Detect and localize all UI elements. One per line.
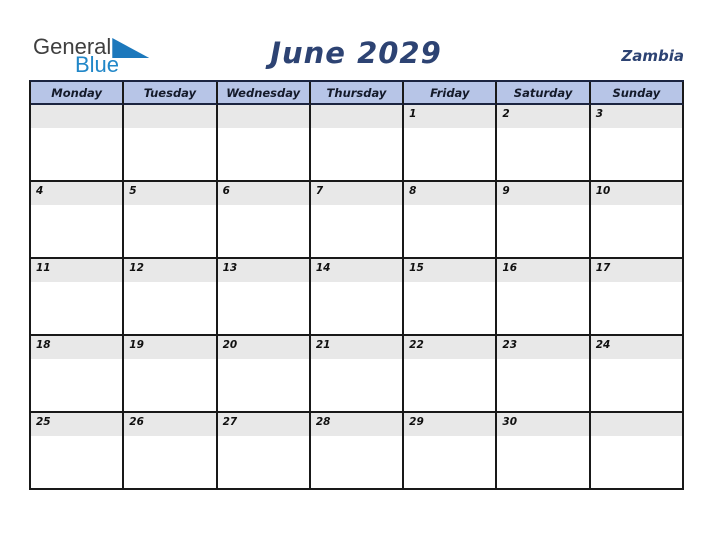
calendar-cell: 28	[310, 413, 405, 490]
calendar-cell: 7	[310, 182, 405, 259]
calendar-cell: 13	[217, 259, 311, 336]
day-header-saturday: Saturday	[497, 82, 591, 105]
date-number: 30	[497, 413, 589, 436]
date-number: 17	[590, 259, 682, 282]
calendar-cell: 18	[31, 336, 125, 413]
date-number: 16	[497, 259, 589, 282]
calendar-cell: 5	[124, 182, 218, 259]
day-header-sunday: Sunday	[590, 82, 684, 105]
calendar-cell: 4	[31, 182, 125, 259]
calendar-cell: 10	[590, 182, 684, 259]
calendar-cell	[124, 105, 218, 182]
date-number: 9	[497, 182, 589, 205]
date-number: 4	[31, 182, 123, 205]
logo-top-row: General	[33, 34, 150, 59]
day-header-friday: Friday	[404, 82, 498, 105]
date-number	[31, 105, 123, 128]
day-header-tuesday: Tuesday	[124, 82, 218, 105]
date-number	[590, 413, 682, 436]
calendar-cell: 6	[217, 182, 311, 259]
calendar-month-title: June 2029	[270, 36, 442, 70]
date-number: 22	[404, 336, 496, 359]
date-number	[124, 105, 216, 128]
logo-text-general: General	[33, 34, 112, 59]
date-number: 19	[124, 336, 216, 359]
date-number: 2	[497, 105, 589, 128]
date-number: 23	[497, 336, 589, 359]
calendar-cell: 26	[124, 413, 218, 490]
calendar-cell: 27	[217, 413, 311, 490]
date-number: 13	[217, 259, 309, 282]
date-number: 20	[217, 336, 309, 359]
date-number: 5	[124, 182, 216, 205]
calendar-cell: 3	[590, 105, 684, 182]
day-header-wednesday: Wednesday	[217, 82, 311, 105]
calendar-cell: 19	[124, 336, 218, 413]
date-number: 27	[217, 413, 309, 436]
calendar-cell	[31, 105, 125, 182]
date-number: 26	[124, 413, 216, 436]
date-number: 3	[590, 105, 682, 128]
date-number: 12	[124, 259, 216, 282]
date-number: 15	[404, 259, 496, 282]
date-number: 8	[404, 182, 496, 205]
date-number: 29	[404, 413, 496, 436]
date-number: 11	[31, 259, 123, 282]
calendar-cell: 11	[31, 259, 125, 336]
calendar-cell	[310, 105, 405, 182]
calendar-cell: 9	[497, 182, 591, 259]
date-number: 28	[310, 413, 403, 436]
calendar-grid: Monday Tuesday Wednesday Thursday Friday…	[29, 80, 684, 490]
calendar-cell: 8	[404, 182, 498, 259]
general-blue-logo[interactable]: General Blue	[33, 34, 150, 77]
calendar-cell: 21	[310, 336, 405, 413]
calendar-cell: 17	[590, 259, 684, 336]
calendar-cell: 20	[217, 336, 311, 413]
calendar-cell: 1	[404, 105, 498, 182]
date-number: 6	[217, 182, 309, 205]
date-number: 7	[310, 182, 403, 205]
calendar-cell: 23	[497, 336, 591, 413]
date-number: 24	[590, 336, 682, 359]
calendar-cell	[217, 105, 311, 182]
calendar-cell: 29	[404, 413, 498, 490]
calendar-cell	[590, 413, 684, 490]
calendar-country-label: Zambia	[621, 47, 684, 65]
calendar-cell: 12	[124, 259, 218, 336]
calendar-cell: 2	[497, 105, 591, 182]
date-number	[310, 105, 403, 128]
date-number: 25	[31, 413, 123, 436]
logo-text-blue: Blue	[75, 52, 120, 77]
calendar-cell: 16	[497, 259, 591, 336]
calendar-cell: 22	[404, 336, 498, 413]
calendar-cell: 30	[497, 413, 591, 490]
date-number: 14	[310, 259, 403, 282]
date-number	[217, 105, 309, 128]
calendar-cell: 14	[310, 259, 405, 336]
date-number: 1	[404, 105, 496, 128]
calendar-cell: 24	[590, 336, 684, 413]
day-header-monday: Monday	[31, 82, 125, 105]
day-header-thursday: Thursday	[310, 82, 405, 105]
date-number: 18	[31, 336, 123, 359]
calendar-cell: 25	[31, 413, 125, 490]
date-number: 10	[590, 182, 682, 205]
calendar-cell: 15	[404, 259, 498, 336]
date-number: 21	[310, 336, 403, 359]
